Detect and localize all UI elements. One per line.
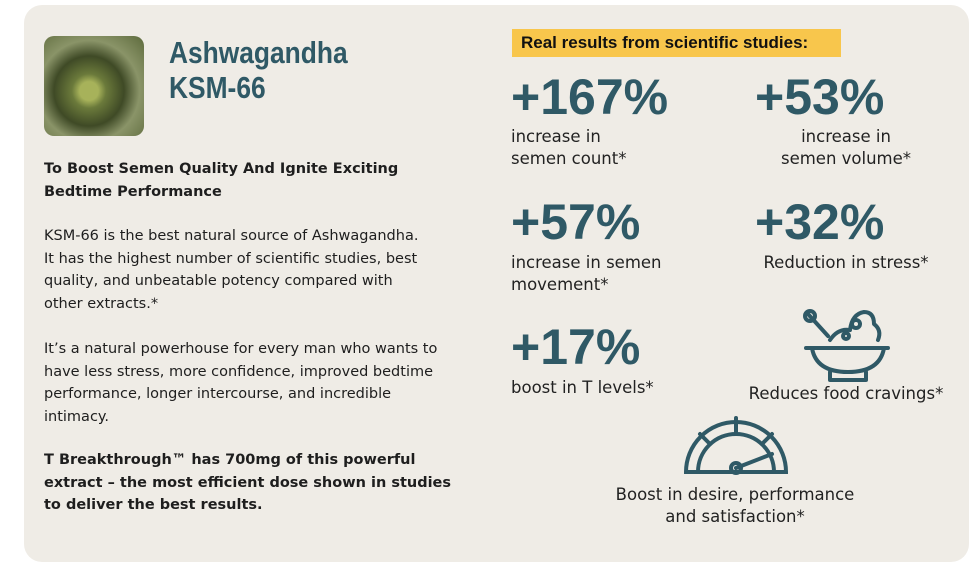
stat-label: semen volume* xyxy=(780,149,912,168)
stat-value: +53% xyxy=(755,69,885,125)
stat-label: boost in T levels* xyxy=(511,378,654,397)
card xyxy=(24,5,969,562)
product-image xyxy=(44,36,144,136)
stat-value: +17% xyxy=(511,319,641,375)
paragraph-2-lines: have less stress, more confidence, impro… xyxy=(44,363,434,380)
paragraph-3-lines: to deliver the best results. xyxy=(44,497,263,514)
stat-label: increase in xyxy=(511,127,601,146)
paragraph-1-lines: quality, and unbeatable potency compared… xyxy=(44,273,393,290)
bowl-icon xyxy=(803,309,890,382)
heading-highlight xyxy=(512,29,841,57)
subtitle-lines: To Boost Semen Quality And Ignite Exciti… xyxy=(44,161,399,177)
stat-label: Reduction in stress* xyxy=(763,253,929,272)
paragraph-2-lines: intimacy. xyxy=(44,409,110,426)
icon-label: Boost in desire, performance xyxy=(615,485,855,504)
icon-label: Reduces food cravings* xyxy=(748,384,944,403)
paragraph-2-lines: It’s a natural powerhouse for every man … xyxy=(44,341,438,357)
stat-value: +32% xyxy=(755,194,885,250)
icon-label: and satisfaction* xyxy=(665,507,805,526)
paragraph-3-lines: T Breakthrough™ has 700mg of this powerf… xyxy=(44,452,416,468)
product-title: Ashwagandha xyxy=(169,35,348,70)
stat-label: increase in semen xyxy=(511,253,662,272)
stat-label: semen count* xyxy=(511,149,627,168)
stat-label: movement* xyxy=(511,275,609,294)
stat-value: +57% xyxy=(511,194,641,250)
stat-label: increase in xyxy=(801,127,891,146)
paragraph-3-lines: extract – the most efficient dose shown … xyxy=(44,474,452,491)
paragraph-1-lines: KSM-66 is the best natural source of Ash… xyxy=(44,228,419,244)
product-title: KSM-66 xyxy=(169,70,266,105)
gauge-icon xyxy=(683,416,789,475)
subtitle-lines: Bedtime Performance xyxy=(44,183,222,200)
results-heading: Real results from scientific studies: xyxy=(521,33,809,52)
stat-value: +167% xyxy=(511,69,669,125)
paragraph-2-lines: performance, longer intercourse, and inc… xyxy=(44,386,392,403)
paragraph-1-lines: other extracts.* xyxy=(44,296,159,313)
paragraph-1-lines: It has the highest number of scientific … xyxy=(44,250,418,267)
